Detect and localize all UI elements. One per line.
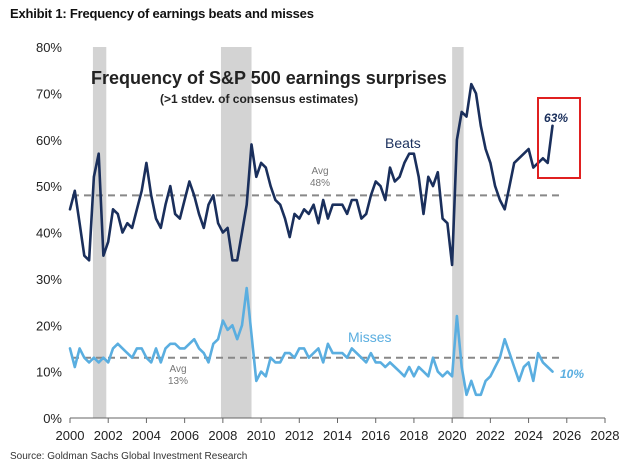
x-tick-label: 2022 xyxy=(476,428,505,443)
x-tick-label: 2026 xyxy=(552,428,581,443)
recession-bands xyxy=(92,47,464,418)
recession-band-1 xyxy=(220,47,252,418)
y-tick-label: 60% xyxy=(36,133,62,148)
x-tick-label: 2012 xyxy=(285,428,314,443)
series-label-misses: Misses xyxy=(348,329,392,345)
beats-latest-value: 63% xyxy=(544,111,568,125)
x-axis-ticks: 2000 2002 2004 2006 2008 2010 2012 2014 2016 2018… xyxy=(56,417,620,443)
average-label-word: Avg xyxy=(311,166,328,177)
series-line-beats xyxy=(68,82,554,267)
series-line-misses xyxy=(68,286,554,397)
average-label-value: 13% xyxy=(168,376,188,387)
recession-band-2 xyxy=(452,47,464,418)
y-tick-label: 50% xyxy=(36,179,62,194)
x-tick-label: 2014 xyxy=(323,428,352,443)
x-tick-label: 2006 xyxy=(170,428,199,443)
x-tick-label: 2028 xyxy=(591,428,620,443)
y-tick-label: 20% xyxy=(36,318,62,333)
x-tick-label: 2016 xyxy=(361,428,390,443)
latest-value-highlight-box xyxy=(537,97,581,179)
average-label-word: Avg xyxy=(169,364,186,375)
y-tick-label: 70% xyxy=(36,86,62,101)
recession-band-0 xyxy=(92,47,107,418)
exhibit-title: Exhibit 1: Frequency of earnings beats a… xyxy=(10,6,314,21)
x-tick-label: 2000 xyxy=(56,428,85,443)
y-tick-label: 10% xyxy=(36,365,62,380)
x-tick-label: 2018 xyxy=(399,428,428,443)
x-tick-label: 2024 xyxy=(514,428,543,443)
x-tick-label: 2004 xyxy=(132,428,161,443)
y-axis-ticks: 0% 10% 20% 30% 40% 50% 60% 70% 80% xyxy=(36,40,62,426)
average-lines xyxy=(72,194,560,359)
x-tick-label: 2002 xyxy=(94,428,123,443)
average-label-value: 48% xyxy=(310,178,330,189)
misses-latest-value: 10% xyxy=(560,367,584,381)
source-note: Source: Goldman Sachs Global Investment … xyxy=(10,451,248,462)
y-tick-label: 40% xyxy=(36,226,62,241)
x-tick-label: 2010 xyxy=(247,428,276,443)
y-tick-label: 30% xyxy=(36,272,62,287)
series-label-beats: Beats xyxy=(385,135,421,151)
y-tick-label: 80% xyxy=(36,40,62,55)
chart-subtitle: (>1 stdev. of consensus estimates) xyxy=(160,92,358,106)
x-tick-label: 2008 xyxy=(208,428,237,443)
x-tick-label: 2020 xyxy=(438,428,467,443)
y-tick-label: 0% xyxy=(43,411,62,426)
series-lines xyxy=(68,82,554,397)
chart-title: Frequency of S&P 500 earnings surprises xyxy=(91,68,447,88)
